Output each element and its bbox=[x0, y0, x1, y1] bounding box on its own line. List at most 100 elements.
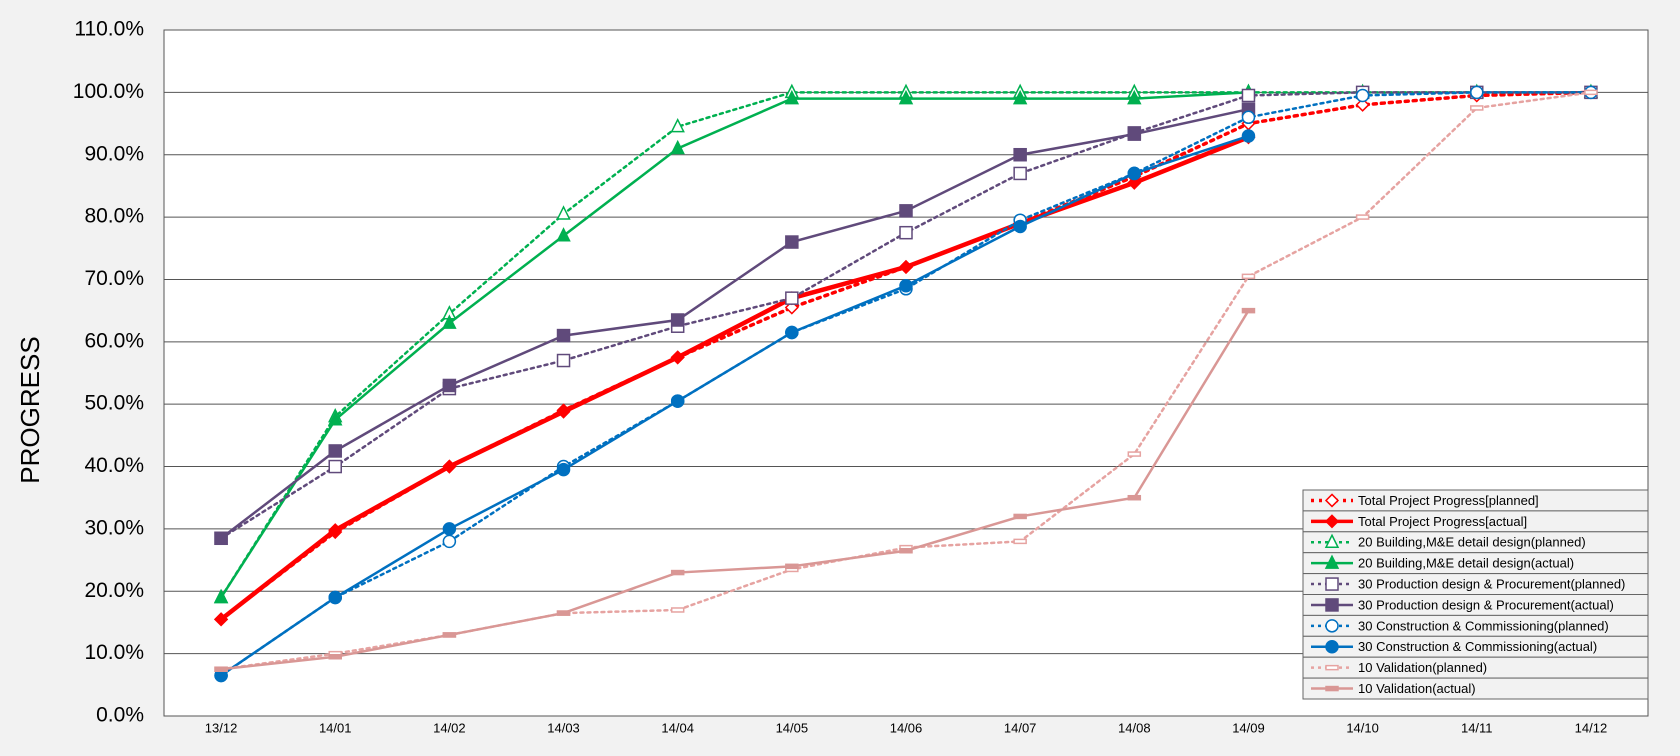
data-point bbox=[442, 459, 457, 474]
legend-marker bbox=[1325, 598, 1339, 612]
data-point bbox=[898, 89, 914, 105]
data-point bbox=[556, 610, 571, 616]
x-tick-label: 14/09 bbox=[1232, 720, 1265, 735]
x-tick-label: 14/07 bbox=[1004, 720, 1037, 735]
data-point bbox=[1012, 89, 1028, 105]
data-point bbox=[1127, 175, 1142, 190]
y-tick-label: 100.0% bbox=[73, 80, 144, 103]
legend-marker bbox=[1324, 533, 1340, 548]
data-point bbox=[670, 569, 685, 576]
data-point bbox=[785, 563, 799, 570]
data-point bbox=[328, 444, 342, 458]
data-point bbox=[442, 534, 457, 549]
legend-row bbox=[1302, 677, 1649, 700]
data-point bbox=[556, 353, 571, 368]
data-point bbox=[1013, 166, 1027, 181]
data-point bbox=[213, 588, 229, 604]
x-tick-label: 14/03 bbox=[547, 720, 580, 735]
series-line bbox=[219, 91, 1250, 599]
x-tick-label: 14/11 bbox=[1461, 720, 1493, 735]
legend-marker bbox=[1324, 493, 1340, 508]
y-tick-label: 40.0% bbox=[84, 454, 144, 477]
y-tick-label: 20.0% bbox=[84, 579, 144, 602]
y-tick-label: 0.0% bbox=[96, 704, 144, 727]
data-point bbox=[328, 459, 342, 474]
data-point bbox=[328, 411, 343, 426]
data-point bbox=[1127, 89, 1142, 105]
legend-label: 20 Building,M&E detail design(actual) bbox=[1358, 556, 1574, 571]
data-point bbox=[899, 278, 913, 293]
legend-label: 20 Building,M&E detail design(planned) bbox=[1358, 535, 1586, 550]
data-point bbox=[556, 404, 571, 419]
data-point bbox=[899, 547, 913, 554]
data-point bbox=[214, 612, 229, 627]
x-tick-label: 14/12 bbox=[1575, 720, 1608, 735]
data-point bbox=[1013, 147, 1027, 162]
series-line bbox=[218, 135, 1251, 622]
data-point bbox=[1013, 219, 1027, 234]
legend-label: Total Project Progress[actual] bbox=[1358, 514, 1527, 529]
legend-label: 30 Production design & Procurement(actua… bbox=[1358, 597, 1614, 612]
x-tick-label: 14/06 bbox=[890, 720, 923, 735]
data-point bbox=[670, 117, 685, 133]
legend-marker bbox=[1324, 554, 1340, 569]
data-point bbox=[1127, 127, 1142, 141]
data-point bbox=[1355, 214, 1370, 220]
legend-marker bbox=[1324, 514, 1340, 529]
data-point bbox=[1241, 88, 1256, 103]
data-point bbox=[1241, 307, 1256, 314]
x-tick-label: 14/01 bbox=[319, 720, 352, 735]
legend-label: 10 Validation(actual) bbox=[1358, 681, 1476, 696]
legend-label: 10 Validation(planned) bbox=[1358, 660, 1487, 675]
legend-marker bbox=[1325, 577, 1339, 591]
y-tick-label: 90.0% bbox=[84, 142, 144, 165]
legend: Total Project Progress[planned] Total Pro… bbox=[1302, 489, 1649, 700]
data-point bbox=[899, 225, 913, 240]
data-point bbox=[1355, 97, 1370, 112]
legend-label: 30 Construction & Commissioning(planned) bbox=[1358, 618, 1609, 633]
data-point bbox=[1470, 105, 1484, 111]
legend-label: 30 Construction & Commissioning(actual) bbox=[1358, 639, 1597, 654]
legend-label: 30 Production design & Procurement(plann… bbox=[1358, 576, 1625, 591]
y-tick-label: 60.0% bbox=[84, 329, 144, 352]
legend-marker bbox=[1325, 619, 1339, 633]
data-point bbox=[328, 654, 342, 660]
data-point bbox=[1470, 85, 1484, 100]
data-point bbox=[670, 394, 685, 408]
data-point bbox=[785, 235, 799, 249]
data-point bbox=[1013, 513, 1027, 520]
data-point bbox=[556, 328, 571, 343]
x-tick-label: 14/08 bbox=[1118, 720, 1151, 735]
data-point bbox=[785, 291, 799, 305]
y-tick-label: 10.0% bbox=[84, 641, 144, 664]
x-tick-label: 14/05 bbox=[776, 720, 809, 735]
data-point bbox=[328, 590, 342, 605]
data-point bbox=[670, 313, 685, 327]
data-point bbox=[328, 523, 343, 538]
y-tick-label: 70.0% bbox=[84, 267, 144, 290]
data-point bbox=[1241, 273, 1256, 280]
x-tick-label: 14/02 bbox=[433, 720, 466, 735]
data-point bbox=[1584, 89, 1598, 96]
data-point bbox=[1127, 451, 1142, 457]
y-tick-label: 30.0% bbox=[84, 516, 144, 539]
series-line bbox=[219, 107, 1250, 540]
legend-label: Total Project Progress[planned] bbox=[1358, 493, 1539, 508]
y-tick-label: 80.0% bbox=[84, 205, 144, 228]
data-point bbox=[442, 632, 457, 638]
data-point bbox=[1241, 129, 1256, 143]
data-point bbox=[670, 607, 685, 613]
data-point bbox=[442, 378, 457, 393]
x-tick-label: 13/12 bbox=[205, 720, 238, 735]
data-point bbox=[898, 259, 914, 275]
data-point bbox=[1127, 166, 1142, 181]
data-point bbox=[1355, 88, 1370, 103]
x-tick-label: 14/04 bbox=[661, 720, 694, 735]
data-point bbox=[214, 666, 228, 672]
series-line bbox=[219, 134, 1250, 677]
data-point bbox=[556, 205, 571, 220]
data-point bbox=[556, 227, 571, 242]
y-tick-label: 110.0% bbox=[74, 18, 144, 41]
y-tick-label: 50.0% bbox=[84, 392, 144, 415]
